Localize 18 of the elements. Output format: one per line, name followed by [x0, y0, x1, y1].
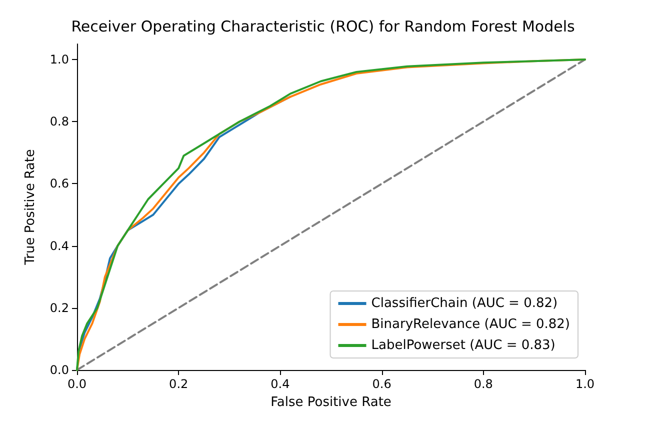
x-tick-label: 0.0	[67, 377, 87, 391]
y-tick-label: 0.0	[50, 363, 69, 377]
x-tick-label: 0.4	[270, 377, 290, 391]
y-tick-label: 1.0	[50, 52, 69, 67]
chart-title: Receiver Operating Characteristic (ROC) for Random Forest Models	[71, 18, 575, 36]
x-axis-title: False Positive Rate	[270, 395, 392, 410]
y-tick-label: 0.2	[50, 300, 69, 315]
x-tick-label: 1.0	[575, 377, 595, 391]
y-tick-label: 0.6	[50, 176, 69, 191]
y-tick-label: 0.4	[50, 238, 69, 253]
legend-label: LabelPowerset (AUC = 0.83)	[371, 338, 556, 353]
x-tick-label: 0.8	[474, 377, 493, 391]
legend-label: BinaryRelevance (AUC = 0.82)	[371, 317, 570, 332]
x-tick-label: 0.2	[169, 377, 188, 391]
y-axis-title: True Positive Rate	[23, 149, 38, 266]
y-tick-label: 0.8	[50, 114, 69, 129]
x-tick-label: 0.6	[372, 377, 392, 391]
legend-label: ClassifierChain (AUC = 0.82)	[371, 296, 558, 311]
